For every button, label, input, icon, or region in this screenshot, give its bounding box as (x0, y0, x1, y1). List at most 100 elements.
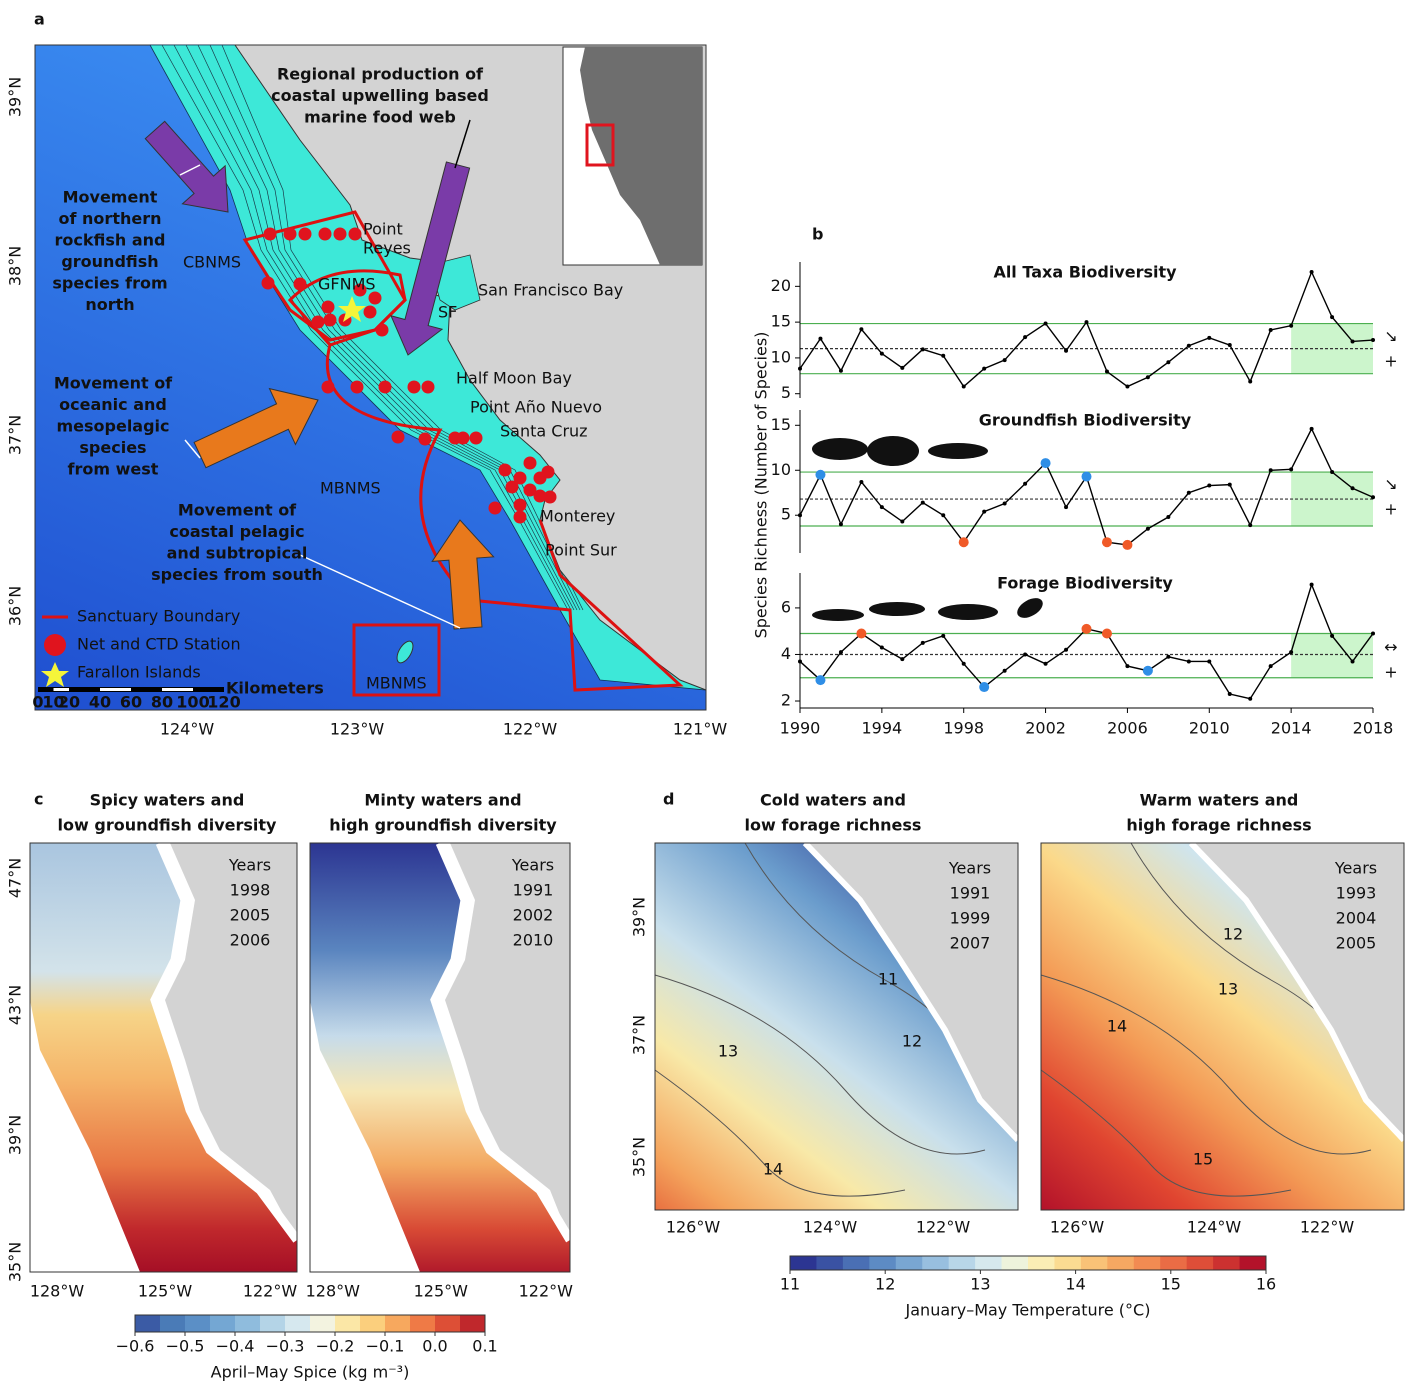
data-point (1330, 315, 1334, 319)
station (422, 381, 435, 394)
data-point (1166, 655, 1170, 659)
data-point (839, 650, 843, 654)
station (376, 324, 389, 337)
callout: north (85, 295, 134, 314)
scale-title: Kilometers (226, 679, 324, 698)
lon-label: 122°W (916, 1218, 971, 1237)
colorbar-tick-label: 0.0 (422, 1337, 447, 1356)
colorbar-swatch (975, 1256, 1002, 1270)
colorbar-swatch (922, 1256, 949, 1270)
y-tick-label: 5 (781, 383, 791, 402)
colorbar-swatch (210, 1315, 236, 1332)
x-tick-label: 1990 (780, 719, 821, 738)
colorbar-swatch (1134, 1256, 1161, 1270)
trend-symbol: ↘ (1384, 327, 1397, 346)
callout: groundfish (61, 252, 158, 271)
data-point (1289, 324, 1293, 328)
contour-label: 13 (1218, 980, 1238, 999)
data-point (880, 505, 884, 509)
data-point (1371, 632, 1375, 636)
lat-label: 35°N (6, 1242, 25, 1282)
x-tick-label: 1994 (861, 719, 902, 738)
station (319, 228, 332, 241)
place-label: Reyes (363, 239, 411, 258)
year: 2002 (513, 906, 554, 925)
data-point (941, 634, 945, 638)
data-point (859, 480, 863, 484)
data-point (856, 629, 866, 639)
chart-title: Forage Biodiversity (997, 574, 1173, 593)
colorbar-swatch (160, 1315, 186, 1332)
callout: coastal pelagic (169, 522, 304, 541)
data-point (1102, 629, 1112, 639)
y-tick-label: 5 (781, 505, 791, 524)
lon-label: 122°W (243, 1282, 298, 1301)
station (312, 316, 325, 329)
data-point (1310, 583, 1314, 587)
trend-symbol: + (1384, 352, 1397, 371)
year: 2005 (1336, 934, 1377, 953)
data-point (1351, 486, 1355, 490)
lat-label: 47°N (6, 858, 25, 898)
map-title: low groundfish diversity (58, 816, 278, 835)
year: 2007 (950, 934, 991, 953)
data-point (1351, 339, 1355, 343)
data-point (962, 662, 966, 666)
data-point (1289, 467, 1293, 471)
year: 1993 (1336, 884, 1377, 903)
map-title: low forage richness (745, 816, 922, 835)
data-point (982, 367, 986, 371)
data-point (1310, 270, 1314, 274)
data-point (839, 522, 843, 526)
contour-label: 15 (1193, 1150, 1213, 1169)
data-point (1085, 320, 1089, 324)
years-title: Years (948, 859, 991, 878)
colorbar-swatch (1213, 1256, 1240, 1270)
trend-symbol: + (1384, 500, 1397, 519)
years-title: Years (1334, 859, 1377, 878)
data-point (1146, 527, 1150, 531)
data-point (1248, 380, 1252, 384)
data-point (798, 659, 802, 663)
data-point (1125, 385, 1129, 389)
series-line (800, 272, 1373, 387)
data-point (1207, 336, 1211, 340)
data-point (1228, 483, 1232, 487)
scale-segment (100, 688, 131, 691)
data-point (900, 657, 904, 661)
trend-symbol: ↘ (1384, 475, 1397, 494)
data-point (1122, 540, 1132, 550)
data-point (818, 337, 822, 341)
station (364, 306, 377, 319)
data-point (1310, 427, 1314, 431)
station (419, 433, 432, 446)
data-point (1003, 669, 1007, 673)
years-title: Years (511, 856, 554, 875)
x-tick-label: 1998 (943, 719, 984, 738)
station (542, 466, 555, 479)
legend-label: Farallon Islands (77, 663, 201, 682)
station (349, 228, 362, 241)
callout: Regional production of (277, 65, 484, 84)
colorbar-tick-label: 14 (1065, 1275, 1085, 1294)
data-point (959, 537, 969, 547)
data-point (1371, 338, 1375, 342)
data-point (921, 641, 925, 645)
station (514, 511, 527, 524)
data-point (1125, 664, 1129, 668)
place-label: Half Moon Bay (456, 369, 572, 388)
station (379, 381, 392, 394)
lat-label: 39°N (6, 77, 25, 117)
data-point (982, 510, 986, 514)
lon-label: 124°W (160, 720, 215, 739)
scale-segment (54, 688, 70, 691)
y-tick-label: 4 (781, 644, 791, 663)
colorbar-tick-label: −0.3 (266, 1337, 305, 1356)
map-title: Spicy waters and (90, 791, 245, 810)
data-point (1228, 692, 1232, 696)
year: 1998 (230, 881, 271, 900)
lon-label: 126°W (666, 1218, 721, 1237)
year: 1991 (950, 884, 991, 903)
lat-label: 38°N (6, 246, 25, 286)
data-point (798, 513, 802, 517)
